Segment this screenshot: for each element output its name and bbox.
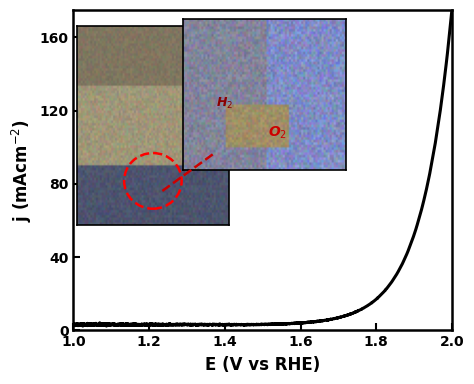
X-axis label: E (V vs RHE): E (V vs RHE) (205, 356, 320, 374)
Y-axis label: j (mAcm$^{-2}$): j (mAcm$^{-2}$) (10, 119, 34, 222)
